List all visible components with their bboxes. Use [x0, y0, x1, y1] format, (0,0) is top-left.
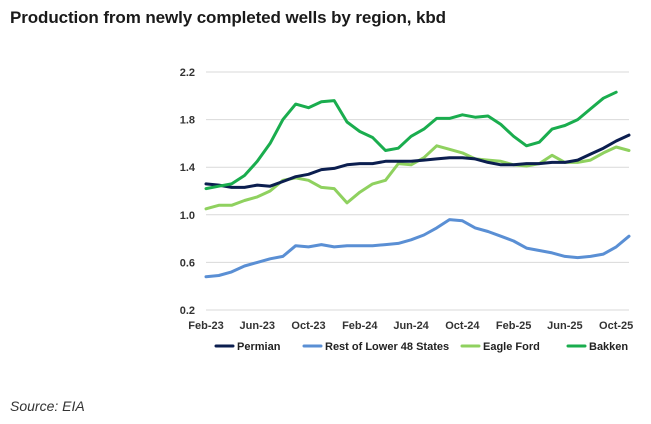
legend-label: Bakken	[589, 341, 628, 353]
y-tick-label: 0.6	[180, 257, 195, 269]
series-lines	[204, 90, 631, 279]
source-note: Source: EIA	[10, 398, 85, 414]
x-tick-label: Feb-24	[342, 320, 378, 332]
legend-label: Rest of Lower 48 States	[325, 341, 449, 353]
series-line-rest-of-lower-48-states	[204, 218, 631, 279]
legend-label: Eagle Ford	[483, 341, 540, 353]
y-tick-label: 2.2	[180, 67, 195, 79]
y-tick-label: 1.0	[180, 210, 195, 222]
x-tick-label: Oct-24	[445, 320, 480, 332]
y-tick-label: 1.8	[180, 115, 195, 127]
x-tick-label: Oct-25	[599, 320, 633, 332]
x-tick-label: Jun-23	[240, 320, 275, 332]
y-tick-label: 1.4	[180, 162, 196, 174]
x-tick-label: Jun-24	[393, 320, 429, 332]
chart-title: Production from newly completed wells by…	[10, 8, 446, 27]
x-tick-label: Oct-23	[291, 320, 325, 332]
x-tick-label: Feb-23	[188, 320, 223, 332]
x-tick-label: Feb-25	[496, 320, 531, 332]
y-axis-ticks: 0.2 0.6 1.0 1.4 1.8 2.2	[180, 67, 196, 317]
series-line-permian	[204, 133, 631, 189]
legend-label: Permian	[237, 341, 281, 353]
y-tick-label: 0.2	[180, 305, 195, 317]
x-tick-label: Jun-25	[547, 320, 582, 332]
series-line-bakken	[204, 90, 618, 191]
gridlines	[206, 71, 629, 311]
series-line-eagle-ford	[204, 144, 631, 211]
legend: Permian Rest of Lower 48 States Eagle Ford…	[214, 341, 628, 353]
x-axis-ticks: Feb-23 Jun-23 Oct-23 Feb-24 Jun-24 Oct-24 Feb-…	[188, 320, 633, 332]
